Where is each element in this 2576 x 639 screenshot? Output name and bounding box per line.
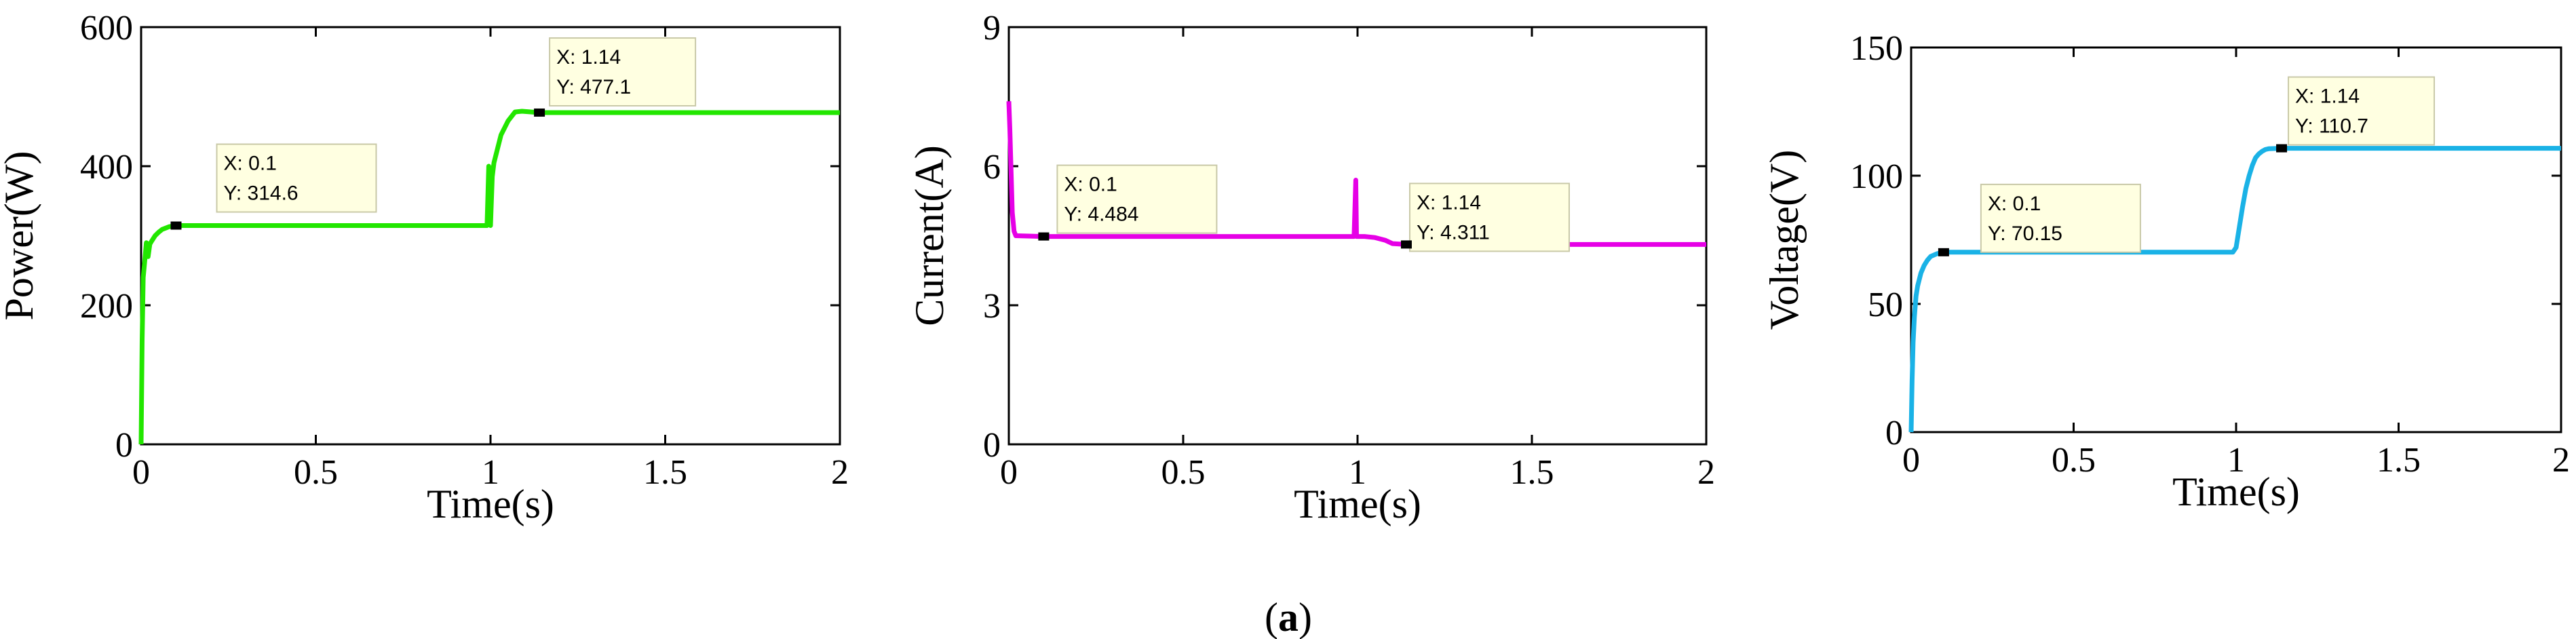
y-tick-label: 200 xyxy=(80,287,133,326)
current-series-line xyxy=(1006,101,1706,247)
x-tick-label: 0 xyxy=(132,453,150,492)
datatip-y-label: Y: 110.7 xyxy=(2295,115,2368,138)
y-axis-label: Voltage(V) xyxy=(1762,150,1807,330)
x-tick-label: 2 xyxy=(1697,453,1715,492)
y-tick-label: 6 xyxy=(983,148,1001,187)
x-tick-label: 1 xyxy=(2227,441,2245,480)
datatip-box xyxy=(216,143,377,213)
datatip-box xyxy=(1980,183,2141,253)
datatip-y-label: Y: 70.15 xyxy=(1988,222,2062,245)
datatip-x-label: X: 1.14 xyxy=(2295,85,2360,108)
datatip-marker xyxy=(1938,248,1949,256)
datatip-box xyxy=(2288,76,2436,146)
x-tick-label: 0.5 xyxy=(1161,453,1206,492)
datatip-box xyxy=(1056,164,1218,234)
y-tick-label: 3 xyxy=(983,287,1001,326)
x-tick-label: 0 xyxy=(1000,453,1018,492)
x-tick-label: 1 xyxy=(1349,453,1366,492)
datatip-x-label: X: 0.1 xyxy=(1988,193,2041,215)
y-tick-label: 0 xyxy=(1885,414,1903,452)
power-chart: 0 0.5 1 1.5 2 0 200 400 600 Time(s) Power(W) X: 0.1… xyxy=(0,9,849,526)
datatip-x-label: X: 0.1 xyxy=(224,153,277,175)
x-axis-label: Time(s) xyxy=(1294,482,1421,526)
datatip-marker xyxy=(170,221,182,230)
x-tick-label: 1.5 xyxy=(643,453,687,492)
y-tick-label: 100 xyxy=(1850,157,1903,196)
datatip-marker xyxy=(2276,144,2288,153)
power-series-line xyxy=(138,109,840,445)
y-axis-label: Power(W) xyxy=(0,151,41,321)
datatip-marker xyxy=(1400,240,1412,249)
y-tick-label: 150 xyxy=(1850,29,1903,68)
y-axis-label: Current(A) xyxy=(907,145,952,326)
datatip-x-label: X: 0.1 xyxy=(1064,174,1117,196)
y-tick-label: 9 xyxy=(983,9,1001,47)
x-tick-label: 0.5 xyxy=(294,453,338,492)
datatip-y-label: Y: 477.1 xyxy=(556,76,631,98)
datatip-marker xyxy=(1038,232,1050,241)
x-tick-label: 1 xyxy=(482,453,499,492)
x-tick-label: 1.5 xyxy=(2377,441,2421,480)
x-tick-label: 0.5 xyxy=(2052,441,2096,480)
power-axes-box xyxy=(140,26,841,446)
datatip-box xyxy=(549,37,697,106)
figure-caption: (a) xyxy=(1265,595,1312,639)
datatip-x-label: X: 1.14 xyxy=(556,46,621,69)
current-chart: 0 0.5 1 1.5 2 0 3 6 9 Time(s) Current(A) X: 0.1 Y: 4… xyxy=(907,9,1715,526)
datatip-y-label: Y: 4.484 xyxy=(1064,204,1138,226)
datatip-y-label: Y: 4.311 xyxy=(1417,221,1490,244)
x-tick-label: 2 xyxy=(831,453,849,492)
y-tick-label: 600 xyxy=(80,9,133,47)
datatip-y-label: Y: 314.6 xyxy=(224,182,299,205)
datatip-box xyxy=(1408,182,1570,252)
x-tick-label: 1.5 xyxy=(1510,453,1554,492)
voltage-chart: 0 0.5 1 1.5 2 0 50 100 150 Time(s) Voltage(V) X: 0.… xyxy=(1762,29,2570,514)
y-tick-label: 0 xyxy=(983,426,1001,465)
x-tick-label: 0 xyxy=(1902,441,1920,480)
y-tick-label: 0 xyxy=(115,426,133,465)
x-axis-label: Time(s) xyxy=(427,482,554,526)
voltage-series-line xyxy=(1908,146,2561,433)
x-tick-label: 2 xyxy=(2552,441,2570,480)
x-axis-label: Time(s) xyxy=(2172,469,2300,514)
y-tick-label: 400 xyxy=(80,148,133,187)
y-tick-label: 50 xyxy=(1868,286,1903,324)
datatip-x-label: X: 1.14 xyxy=(1417,191,1481,214)
datatip-marker xyxy=(534,108,545,117)
